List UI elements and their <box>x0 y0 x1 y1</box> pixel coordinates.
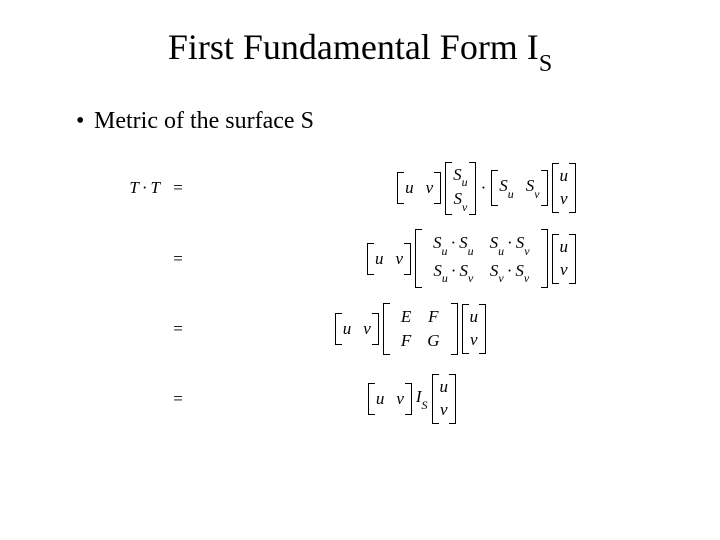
u2: u <box>375 249 384 268</box>
col-vec-Su-Sv: Su Sv <box>445 162 475 215</box>
bullet-text: Metric of the surface S <box>94 108 314 134</box>
u-c4: u <box>440 376 449 399</box>
v-c4: v <box>440 399 448 422</box>
m12c: S <box>516 233 525 252</box>
u: u <box>405 178 414 197</box>
col-vec-uv-4: u v <box>432 374 457 424</box>
m22b: v <box>498 271 503 285</box>
m21b: u <box>442 271 448 285</box>
eq-row-4: = uv IS u v <box>100 370 680 428</box>
E: E <box>401 307 411 326</box>
S4: S <box>526 176 535 195</box>
equals-3: = <box>168 319 188 339</box>
matrix-SS: Su·Su Su·Sv Su·Sv Sv·Sv <box>415 229 547 288</box>
u-c1: u <box>560 165 569 188</box>
rhs-1: uv Su Sv · SuSv u v <box>188 162 578 215</box>
bullet-dot: • <box>76 108 94 135</box>
m21a: S <box>433 261 442 280</box>
row-vec-Su-Sv: SuSv <box>491 170 547 205</box>
v3: v <box>363 319 371 338</box>
m12e: v <box>524 244 529 258</box>
equals-1: = <box>168 178 188 198</box>
math-block: T·T = uv Su Sv · SuSv <box>100 159 680 428</box>
u4: u <box>376 389 385 408</box>
m11c: S <box>459 233 468 252</box>
lhs-1: T·T <box>100 178 168 198</box>
row-vec-uv-3: uv <box>335 313 379 345</box>
m21e: v <box>468 271 473 285</box>
sym-T: T <box>129 178 138 197</box>
row-vec-uv-2: uv <box>367 243 411 275</box>
equals-4: = <box>168 389 188 409</box>
m21d: · <box>448 261 460 280</box>
equals-2: = <box>168 249 188 269</box>
matrix-EFG: E F F G <box>383 303 458 355</box>
v-c1: v <box>560 188 568 211</box>
rhs-4: uv IS u v <box>188 374 458 424</box>
u-c3: u <box>470 306 479 329</box>
col-vec-uv-3: u v <box>462 304 487 354</box>
S1: S <box>453 165 462 184</box>
rhs-2: uv Su·Su Su·Sv Su·Sv Sv·Sv <box>188 229 578 288</box>
eq-row-3: = uv E F F G <box>100 300 680 358</box>
title-sub: S <box>539 51 552 77</box>
m11d: · <box>447 233 459 252</box>
m11a: S <box>433 233 442 252</box>
eq-row-1: T·T = uv Su Sv · SuSv <box>100 159 680 217</box>
F1: F <box>428 307 438 326</box>
S3: S <box>499 176 508 195</box>
S4v: v <box>534 187 539 201</box>
G: G <box>427 331 439 350</box>
row-vec-uv-4: uv <box>368 383 412 415</box>
dot-icon: · <box>139 178 151 197</box>
v: v <box>426 178 434 197</box>
bullet-line: •Metric of the surface S <box>76 108 680 135</box>
m22d: · <box>504 261 516 280</box>
m11b: u <box>442 244 448 258</box>
S2: S <box>453 189 462 208</box>
sym-T2: T <box>151 178 160 197</box>
slide: First Fundamental Form IS •Metric of the… <box>0 0 720 540</box>
m11e: u <box>468 244 474 258</box>
m12b: u <box>498 244 504 258</box>
rhs-3: uv E F F G <box>188 303 488 355</box>
col-vec-uv-2: u v <box>552 234 577 284</box>
I: I <box>416 387 422 406</box>
v4: v <box>396 389 404 408</box>
m12d: · <box>504 233 516 252</box>
v-c3: v <box>470 329 478 352</box>
row-vec-uv-1: uv <box>397 172 441 204</box>
m12a: S <box>490 233 499 252</box>
u3: u <box>343 319 352 338</box>
Isub: S <box>422 398 428 412</box>
slide-title: First Fundamental Form IS <box>40 26 680 74</box>
I-S: IS <box>414 387 430 410</box>
col-vec-uv-1: u v <box>552 163 577 213</box>
v2: v <box>395 249 403 268</box>
dot-icon-2: · <box>478 178 490 198</box>
S2v: v <box>462 200 467 214</box>
m22c: S <box>515 261 524 280</box>
S3u: u <box>508 187 514 201</box>
S1u: u <box>462 175 468 189</box>
m21c: S <box>459 261 468 280</box>
u-c2: u <box>560 236 569 259</box>
title-main: First Fundamental Form I <box>168 27 539 67</box>
F2: F <box>401 331 411 350</box>
m22e: v <box>524 271 529 285</box>
eq-row-2: = uv Su·Su Su·Sv Su·Sv <box>100 229 680 288</box>
v-c2: v <box>560 259 568 282</box>
